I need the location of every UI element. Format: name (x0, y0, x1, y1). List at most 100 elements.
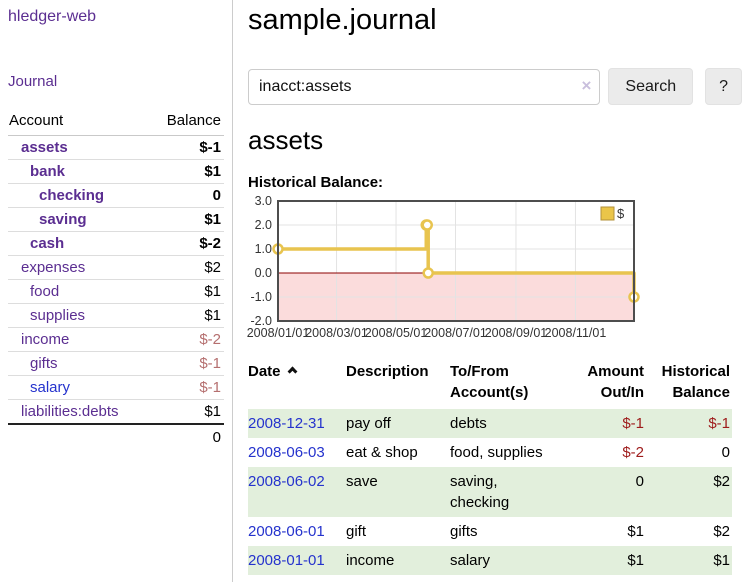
account-link[interactable]: salary (30, 379, 71, 396)
main-content: sample.journal × Search ? assets Histori… (247, 0, 742, 576)
transaction-row: 2008-06-03 eat & shop food, supplies $-2… (248, 438, 732, 467)
balance-total: 0 (149, 423, 224, 450)
transaction-description: pay off (346, 415, 391, 433)
account-link[interactable]: saving (39, 211, 87, 228)
account-row: liabilities:debts $1 (8, 399, 224, 425)
account-link[interactable]: expenses (21, 259, 86, 276)
svg-text:2008/11/01: 2008/11/01 (545, 326, 607, 340)
app-title-link[interactable]: hledger-web (8, 8, 97, 25)
transaction-balance: $1 (713, 552, 730, 570)
account-row: gifts $-1 (8, 351, 224, 376)
svg-text:$: $ (617, 206, 625, 221)
page-title: sample.journal (248, 4, 437, 36)
account-link[interactable]: checking (39, 187, 105, 204)
transaction-balance: $2 (713, 523, 730, 541)
clear-search-icon[interactable]: × (581, 75, 592, 95)
transaction-accounts: debts (450, 415, 487, 433)
account-row: income $-2 (8, 327, 224, 352)
transaction-row: 2008-12-31 pay off debts $-1 $-1 (248, 409, 732, 439)
amount-column-header: Amount Out/In (587, 363, 644, 402)
svg-text:-1.0: -1.0 (250, 290, 272, 304)
search-button[interactable]: Search (608, 68, 694, 106)
transaction-balance: $2 (713, 473, 730, 491)
account-balance: $-2 (149, 327, 224, 352)
nav-journal-link[interactable]: Journal (8, 73, 58, 90)
account-balance: $1 (149, 303, 224, 328)
transaction-date-link[interactable]: 2008-06-03 (248, 444, 325, 462)
account-balance: $1 (149, 399, 224, 425)
transaction-amount: $-2 (622, 444, 644, 462)
svg-text:-2.0: -2.0 (250, 314, 272, 328)
date-column-header[interactable]: Date (248, 359, 346, 409)
account-link[interactable]: gifts (30, 355, 58, 372)
search-box: × (248, 68, 601, 105)
description-column-header: Description (346, 363, 429, 381)
account-balance: $-1 (149, 375, 224, 400)
transaction-description: income (346, 552, 395, 570)
help-button[interactable]: ? (705, 68, 742, 106)
transaction-date-link[interactable]: 2008-01-01 (248, 552, 325, 570)
transaction-row: 2008-06-02 save saving, checking 0 $2 (248, 467, 732, 518)
account-link[interactable]: food (30, 283, 60, 300)
transaction-description: eat & shop (346, 444, 418, 462)
account-column-header: Account (8, 109, 150, 136)
balance-column-header: Historical Balance (661, 363, 730, 402)
transaction-row: 2008-06-01 gift gifts $1 $2 (248, 517, 732, 546)
balance-total-row: 0 (8, 423, 224, 450)
transaction-amount: $-1 (622, 415, 644, 433)
transactions-header-row: Date Description To/From Account(s) Amou… (248, 359, 732, 409)
transaction-date-link[interactable]: 2008-06-01 (248, 523, 325, 541)
account-link[interactable]: income (21, 331, 70, 348)
transaction-date-link[interactable]: 2008-06-02 (248, 473, 325, 491)
account-balance: $1 (149, 207, 224, 232)
account-table-header: Account Balance (8, 109, 224, 136)
chart-label: Historical Balance: (248, 174, 384, 192)
svg-text:0.0: 0.0 (255, 266, 272, 280)
account-balance: $-2 (149, 231, 224, 256)
account-balance: 0 (149, 183, 224, 208)
transaction-row: 2008-01-01 income salary $1 $1 (248, 546, 732, 576)
account-row: saving $1 (8, 207, 224, 232)
historical-balance-chart: $3.0 2.0 1.0 0.0 -1.0 -2.0 2008/01/01 2008/03/0… (247, 194, 742, 343)
sidebar: hledger-web Journal Account Balance asse… (0, 0, 233, 582)
svg-text:2008/05/01: 2008/05/01 (365, 326, 428, 340)
transaction-description: gift (346, 523, 367, 541)
account-row: food $1 (8, 279, 224, 304)
transaction-amount: 0 (635, 473, 644, 491)
account-balance: $-1 (149, 351, 224, 376)
svg-text:1.0: 1.0 (255, 242, 272, 256)
account-row: checking 0 (8, 183, 224, 208)
svg-text:2008/09/01: 2008/09/01 (485, 326, 548, 340)
account-row: assets $-1 (8, 135, 224, 160)
transaction-accounts: gifts (450, 523, 478, 541)
svg-text:3.0: 3.0 (255, 194, 272, 208)
account-link[interactable]: bank (30, 163, 66, 180)
account-row: salary $-1 (8, 375, 224, 400)
transactions-table: Date Description To/From Account(s) Amou… (248, 359, 732, 576)
account-link[interactable]: supplies (30, 307, 86, 324)
balance-column-header: Balance (149, 109, 224, 136)
account-link[interactable]: assets (21, 139, 68, 156)
account-link[interactable]: liabilities:debts (21, 403, 119, 420)
account-heading: assets (248, 125, 324, 156)
account-row: bank $1 (8, 159, 224, 184)
transaction-date-link[interactable]: 2008-12-31 (248, 415, 325, 433)
nav-journal: Journal (8, 73, 224, 90)
sort-ascending-icon (287, 366, 297, 377)
account-row: cash $-2 (8, 231, 224, 256)
accounts-column-header: To/From Account(s) (450, 363, 529, 402)
account-balance: $1 (149, 159, 224, 184)
app-title: hledger-web (8, 8, 224, 26)
search-input[interactable] (248, 68, 601, 105)
transaction-accounts: salary (450, 552, 491, 570)
account-balance: $1 (149, 279, 224, 304)
transaction-accounts: food, supplies (450, 444, 543, 462)
svg-text:2.0: 2.0 (255, 218, 272, 232)
account-link[interactable]: cash (30, 235, 65, 252)
transaction-description: save (346, 473, 378, 491)
account-balance-table: Account Balance assets $-1 bank $1 check… (8, 109, 224, 450)
transaction-balance: $-1 (708, 415, 730, 433)
account-balance: $-1 (149, 135, 224, 160)
svg-text:2008/01/01: 2008/01/01 (247, 326, 310, 340)
account-row: expenses $2 (8, 255, 224, 280)
